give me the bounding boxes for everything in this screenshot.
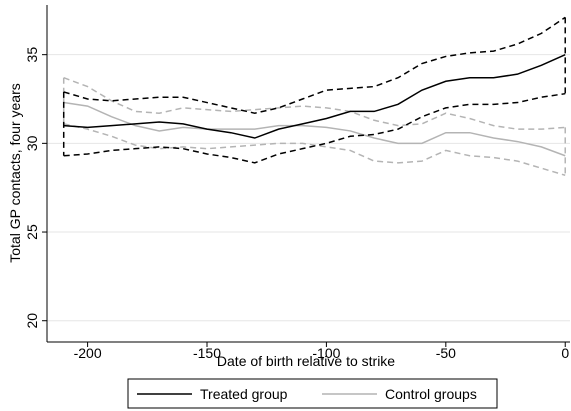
line	[63, 101, 566, 157]
x-tick-label: -100	[312, 345, 340, 361]
x-tick-label: -200	[74, 345, 102, 361]
x-tick-label: -50	[436, 345, 456, 361]
legend-label: Control groups	[385, 386, 477, 402]
x-tick-label: 0	[561, 345, 569, 361]
y-tick-label: 25	[24, 224, 40, 240]
x-axis-title: Date of birth relative to strike	[217, 353, 395, 369]
ci-band	[63, 16, 566, 114]
ci-band	[63, 92, 566, 164]
y-axis-title: Total GP contacts, four years	[7, 83, 23, 263]
y-tick-label: 35	[24, 47, 40, 63]
ci-band	[63, 77, 566, 130]
ci-band	[63, 123, 566, 176]
y-tick-label: 30	[24, 135, 40, 151]
x-tick-label: -150	[193, 345, 221, 361]
y-tick-label: 20	[24, 313, 40, 329]
legend-label: Treated group	[200, 386, 288, 402]
line	[63, 53, 566, 139]
